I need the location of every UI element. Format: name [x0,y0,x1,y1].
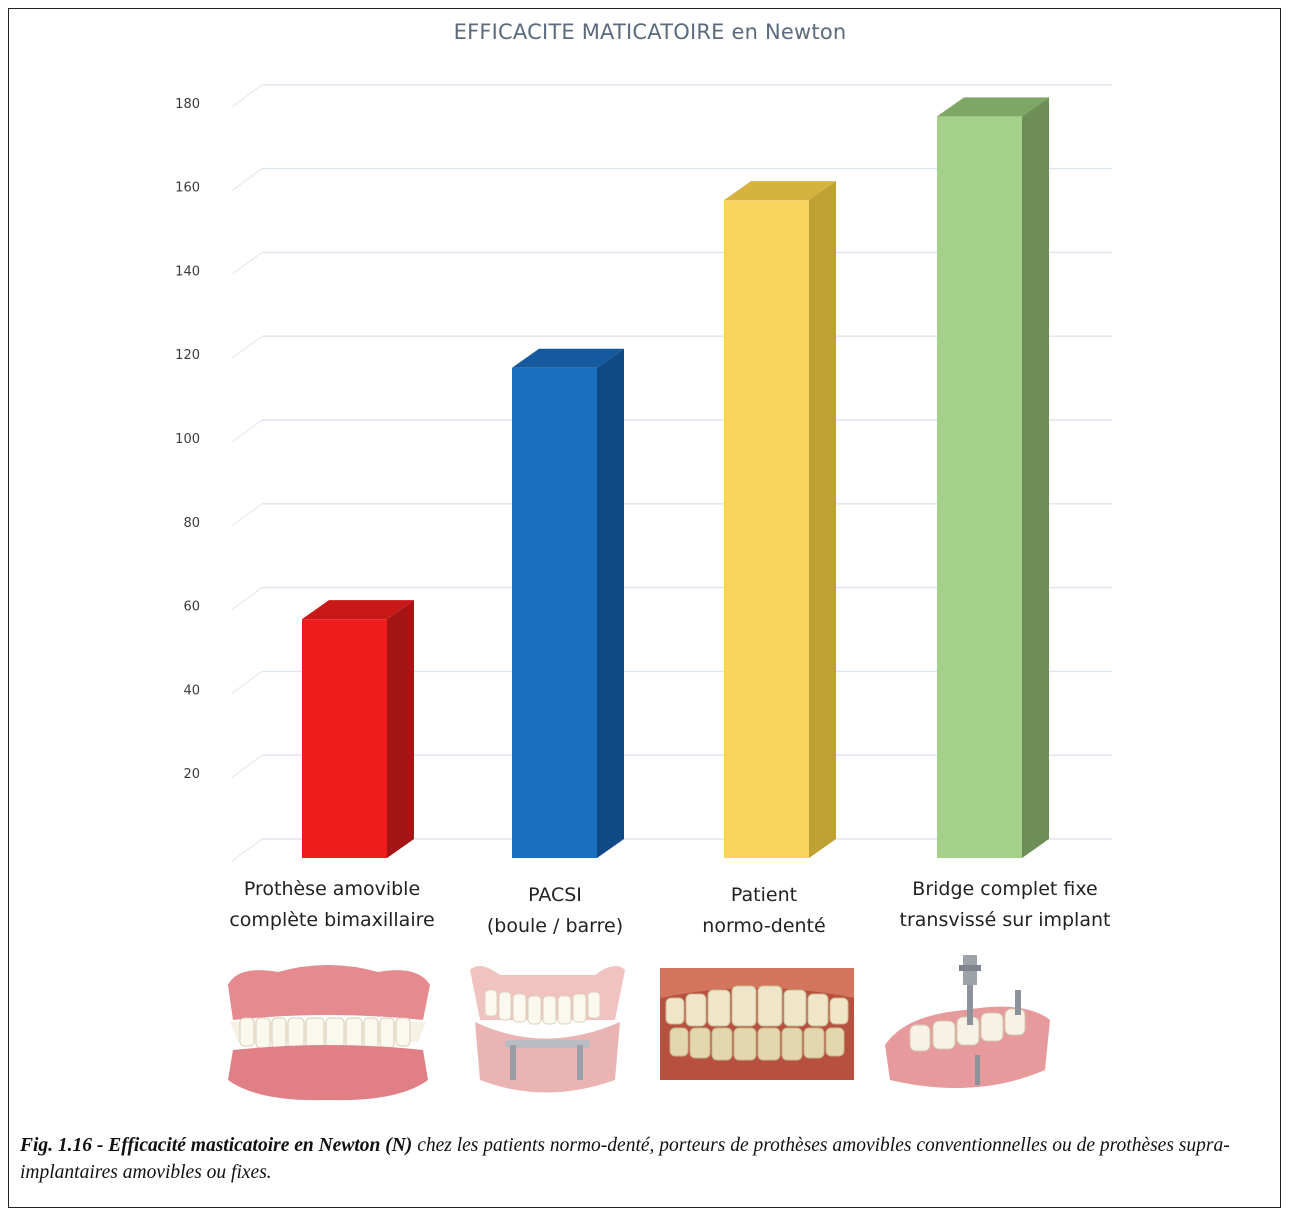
bar-front [937,116,1022,859]
bar-side [597,348,624,858]
gridline-depth [231,84,263,108]
gridline-depth [231,754,263,778]
gridline-depth [231,670,263,694]
y-tick-label: 120 [175,348,200,363]
bar-front [512,367,597,858]
figure-frame [8,8,1281,1208]
y-tick-label: 60 [183,600,200,615]
bar-front [302,619,387,858]
category-label-line: normo-denté [702,915,826,937]
bar-side [387,600,414,858]
y-tick-label: 40 [183,683,200,698]
bar-side [1022,97,1049,859]
category-label-line: Patient [730,884,798,906]
implant-bridge-icon [885,955,1050,1088]
complete-denture-icon [228,965,430,1101]
caption-bold: Fig. 1.16 - Efficacité masticatoire en N… [20,1135,413,1156]
gridline-depth [231,251,263,275]
category-label-line: (boule / barre) [486,915,624,937]
y-axis-ticks: 20 40 60 80 100 120 140 160 180 [175,97,200,782]
caption-text: chez les patients normo-denté, porteurs … [20,1135,1230,1183]
y-tick-label: 160 [175,181,200,196]
bar-side [809,181,836,859]
gridline-depth [231,587,263,611]
category-label: Bridge complet fixe transvissé sur implan… [885,874,1125,936]
bar-top [302,600,414,620]
category-label: Patient normo-denté [644,880,884,942]
y-tick-label: 140 [175,264,200,279]
y-tick-label: 180 [175,97,200,112]
y-tick-label: 100 [175,432,200,447]
bar-front [724,200,809,859]
bar-3 [724,181,836,859]
category-label-line: Bridge complet fixe [912,878,1098,900]
category-label: PACSI (boule / barre) [435,880,675,942]
implant-overdenture-icon [470,966,625,1093]
category-label-line: transvissé sur implant [899,909,1111,931]
chart-title: EFFICACITE MATICATOIRE en Newton [453,20,847,44]
category-label: Prothèse amovible complète bimaxillaire [212,874,452,936]
y-tick-label: 80 [183,516,200,531]
y-tick-label: 20 [183,767,200,782]
bar-4 [937,97,1049,859]
gridline-depth [231,419,263,443]
natural-teeth-icon [660,968,854,1080]
bar-top [937,97,1049,117]
category-label-line: complète bimaxillaire [229,909,435,931]
figure-caption: Fig. 1.16 - Efficacité masticatoire en N… [20,1132,1275,1186]
gridline-depth [231,838,263,862]
gridline-depth [231,503,263,527]
gridline-depth [231,168,263,192]
bar-chart: 20 40 60 80 100 120 140 160 180 [175,84,1112,862]
bars [302,97,1049,859]
bar-top [724,181,836,201]
bar-2 [512,348,624,858]
bar-1 [302,600,414,858]
category-label-line: Prothèse amovible [243,878,421,900]
category-label-line: PACSI [528,884,582,906]
bar-top [512,348,624,368]
gridline-depth [231,335,263,359]
